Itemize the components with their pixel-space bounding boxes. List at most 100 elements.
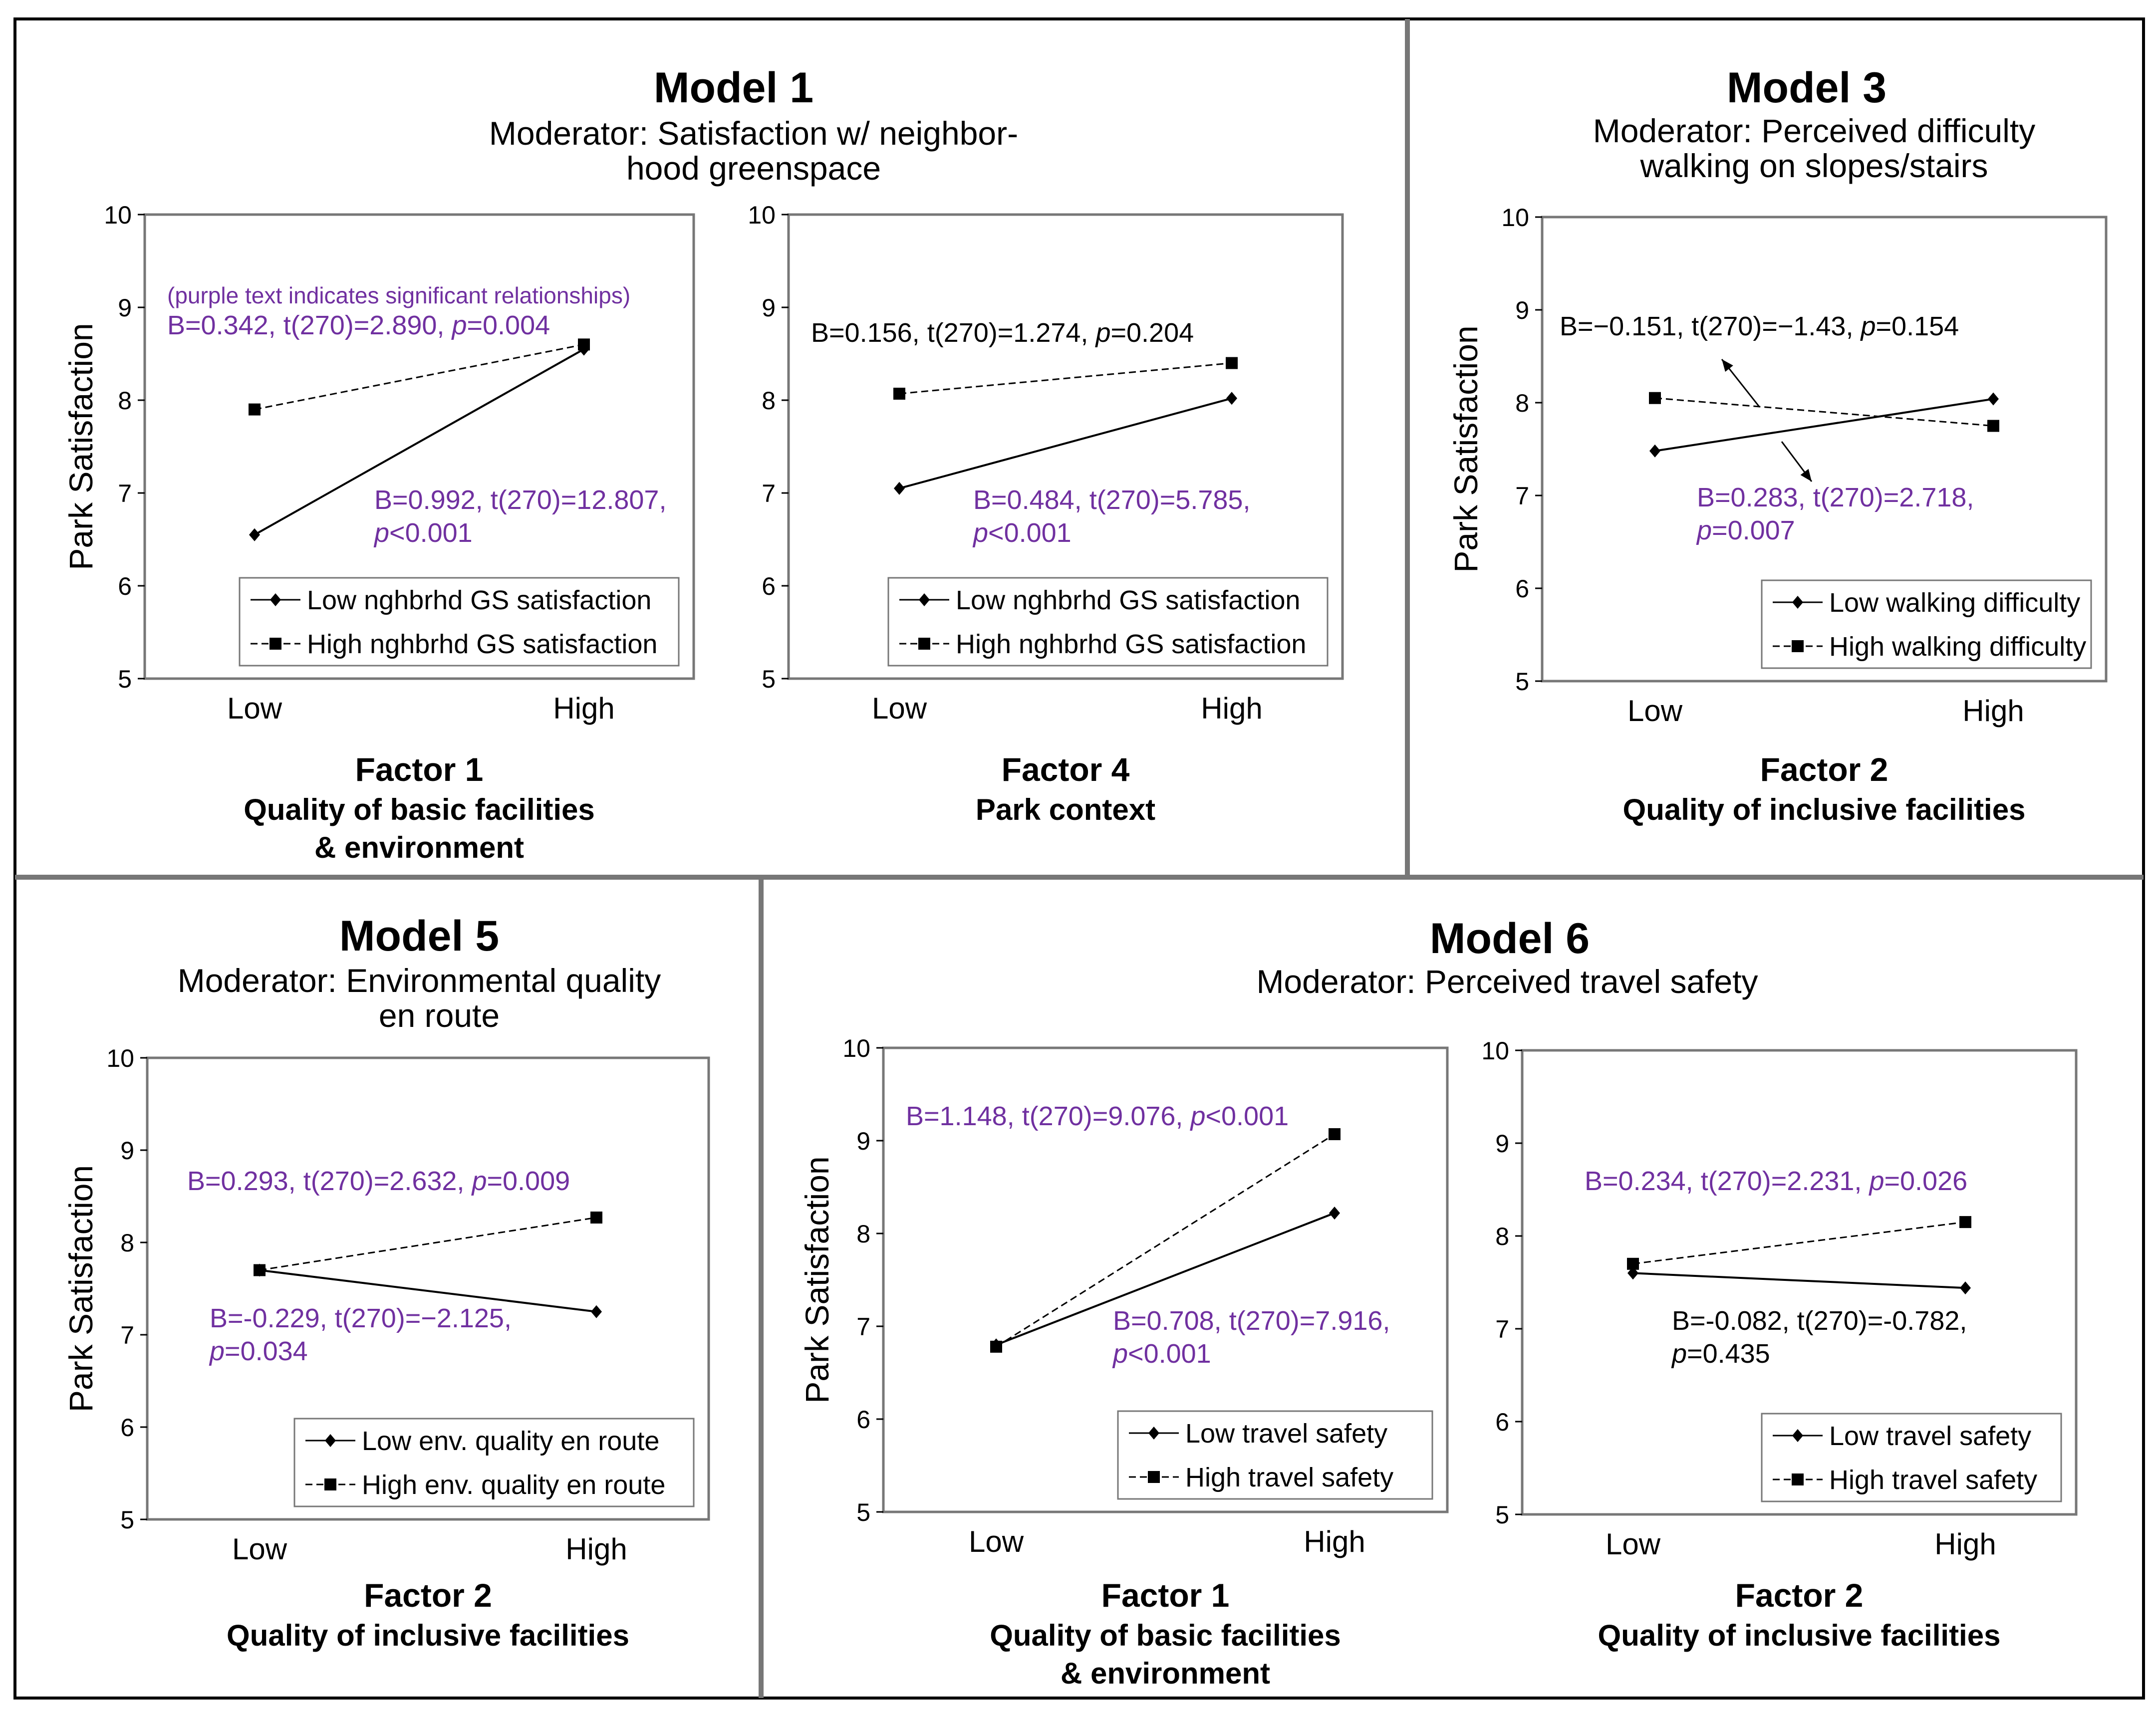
factor-description: & environment xyxy=(314,831,524,864)
y-tick-label: 5 xyxy=(1495,1501,1509,1529)
legend-label: High travel safety xyxy=(1829,1465,2037,1495)
data-point-diamond xyxy=(1627,1266,1638,1280)
legend-box xyxy=(239,577,680,667)
significance-note: (purple text indicates significant relat… xyxy=(167,282,630,308)
y-tick-label: 7 xyxy=(762,480,776,507)
y-tick-label: 10 xyxy=(1481,1037,1509,1065)
y-axis-label: Park Satisfaction xyxy=(62,1165,99,1412)
annotation-high-segment: p xyxy=(471,1166,487,1196)
legend-marker-diamond xyxy=(1792,596,1803,609)
data-point-square xyxy=(990,1340,1002,1353)
chart-panel-6: 5 6 7 8 9 10 Low High Low travel safety High trav… xyxy=(1481,1037,2078,1652)
legend-label: High env. quality en route xyxy=(362,1470,665,1500)
legend-marker-diamond xyxy=(1792,1429,1803,1442)
y-axis-label: Park Satisfaction xyxy=(62,323,99,570)
factor-description: Quality of basic facilities xyxy=(244,793,595,826)
annotation-low: B=0.484, t(270)=5.785, p<0.001 xyxy=(972,485,1250,548)
x-tick-label: High xyxy=(1304,1525,1365,1558)
factor-title: Factor 1 xyxy=(355,751,484,788)
model-1-title: Model 1 xyxy=(654,64,813,112)
y-tick-label: 9 xyxy=(1495,1130,1509,1158)
y-tick-label: 10 xyxy=(1501,204,1529,232)
y-tick-label: 10 xyxy=(842,1034,870,1062)
annotation-low-segment: <0.001 xyxy=(1128,1339,1211,1369)
data-point-square xyxy=(1627,1257,1639,1270)
series-line-high xyxy=(1632,1221,1966,1265)
legend-marker-diamond xyxy=(325,1434,336,1447)
factor-title: Factor 2 xyxy=(1735,1577,1864,1614)
legend-box xyxy=(1761,1413,2062,1502)
y-tick-label: 8 xyxy=(762,387,776,415)
legend-marker-square xyxy=(270,638,281,650)
legend-label: Low nghbrhd GS satisfaction xyxy=(956,585,1300,615)
model-5-header: Model 5 Moderator: Environmental quality… xyxy=(178,912,661,1034)
data-point-square xyxy=(254,1264,266,1276)
y-tick-label: 5 xyxy=(762,665,776,693)
y-tick-label: 10 xyxy=(106,1044,134,1072)
data-point-square xyxy=(590,1212,602,1224)
series-line-high xyxy=(1654,397,1994,427)
annotation-high-segment: B=0.156, t(270)=1.274, xyxy=(811,318,1095,348)
legend: Low nghbrhd GS satisfaction High nghbrhd … xyxy=(239,577,680,667)
annotation-high-segment: p xyxy=(1094,318,1110,348)
annotation-low-segment: B=0.708, t(270)=7.916, xyxy=(1113,1306,1390,1336)
legend: Low walking difficulty High walking diffi… xyxy=(1761,579,2092,669)
chart-panel-5: 5 6 7 8 9 10 Low High Park Satisfaction Low trave… xyxy=(799,1034,1449,1690)
annotation-high-segment: B=0.234, t(270)=2.231, xyxy=(1585,1166,1869,1196)
chart-panel-3: 5 6 7 8 9 10 Low High Park Satisfaction Low walki… xyxy=(1447,204,2108,826)
y-axis-label: Park Satisfaction xyxy=(799,1156,835,1403)
y-tick-label: 9 xyxy=(856,1127,870,1155)
annotation-high-segment: p xyxy=(451,310,467,340)
y-tick-label: 5 xyxy=(1515,668,1529,696)
annotation-high: B=−0.151, t(270)=−1.43, p=0.154 xyxy=(1560,311,1959,341)
x-tick-label: Low xyxy=(1606,1527,1661,1561)
model-3-moderator-line-1: Moderator: Perceived difficulty xyxy=(1593,112,2036,149)
y-tick-label: 6 xyxy=(1515,575,1529,603)
legend-label: High walking difficulty xyxy=(1829,632,2086,662)
annotation-low-segment: B=-0.082, t(270)=-0.782, xyxy=(1672,1306,1967,1336)
annotation-high-segment: B=0.342, t(270)=2.890, xyxy=(167,310,452,340)
annotation-low-segment: B=0.992, t(270)=12.807, xyxy=(374,485,666,515)
model-5-title: Model 5 xyxy=(339,912,499,960)
y-tick-label: 6 xyxy=(762,572,776,600)
y-tick-label: 8 xyxy=(856,1220,870,1248)
data-point-square xyxy=(249,403,261,416)
factor-description: Quality of inclusive facilities xyxy=(227,1619,629,1652)
x-tick-label: High xyxy=(1934,1527,1996,1561)
annotation-low-segment: p xyxy=(1112,1339,1128,1369)
data-point-square xyxy=(578,338,590,351)
series-line-low xyxy=(996,1212,1335,1346)
x-tick-label: Low xyxy=(1627,694,1683,728)
x-tick-label: Low xyxy=(232,1532,287,1566)
legend: Low env. quality en route High env. quali… xyxy=(293,1418,695,1507)
data-point-square xyxy=(1226,357,1238,369)
annotation-high-segment: p xyxy=(1189,1101,1205,1131)
y-tick-label: 9 xyxy=(762,294,776,322)
annotation-arrowhead xyxy=(1722,359,1733,372)
y-tick-label: 10 xyxy=(748,201,776,229)
data-point-square xyxy=(1649,392,1661,404)
y-axis-label: Park Satisfaction xyxy=(1447,325,1484,572)
model-6-title: Model 6 xyxy=(1430,915,1590,963)
y-tick-label: 8 xyxy=(120,1229,134,1257)
y-tick-label: 7 xyxy=(120,1321,134,1349)
legend-label: Low travel safety xyxy=(1185,1419,1387,1449)
x-tick-label: Low xyxy=(969,1525,1024,1558)
y-tick-label: 6 xyxy=(856,1406,870,1434)
x-tick-label: High xyxy=(1201,692,1262,725)
annotation-high-segment: =0.026 xyxy=(1884,1166,1967,1196)
annotation-low-segment: <0.001 xyxy=(389,518,473,548)
factor-description: Park context xyxy=(976,793,1155,826)
charts: 5 6 7 8 9 10 Low High Park Satisfaction Low nghbr… xyxy=(62,201,2108,1690)
series-line-low xyxy=(254,348,584,536)
legend-box xyxy=(887,577,1329,667)
legend-label: High travel safety xyxy=(1185,1463,1393,1492)
series-line-low xyxy=(1632,1272,1966,1289)
legend: Low travel safety High travel safety xyxy=(1761,1413,2062,1502)
legend-marker-square xyxy=(1148,1471,1160,1483)
annotation-high: B=0.293, t(270)=2.632, p=0.009 xyxy=(187,1166,570,1196)
y-tick-label: 8 xyxy=(118,387,132,415)
annotation-low-segment: =0.435 xyxy=(1687,1339,1770,1369)
series-line-low xyxy=(1654,398,1994,452)
